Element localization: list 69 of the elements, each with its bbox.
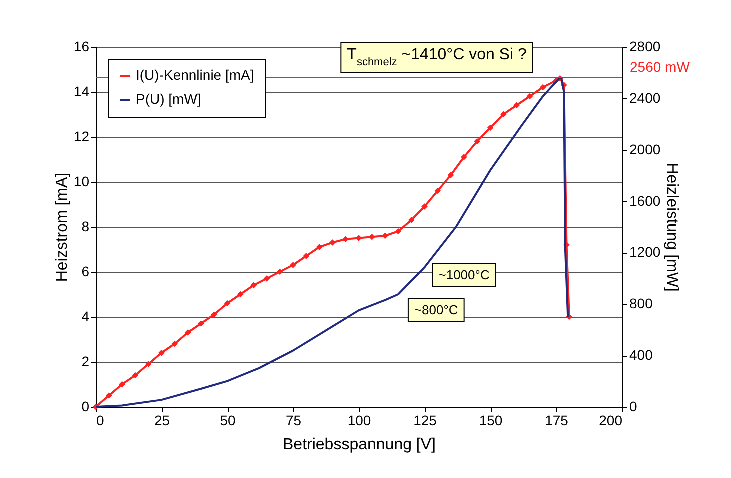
y-axis-title: Heizstrom [mA] [54,172,71,282]
y-tick-label: 10 [74,174,90,190]
y2-axis-title: Heizleistung [mW] [664,163,681,292]
x-tick-label: 175 [545,412,569,428]
point [184,330,192,336]
point [487,124,494,132]
point [474,138,481,145]
point [145,361,152,368]
y2-tick-label: 2000 [630,141,661,158]
x-tick-label: 0 [96,412,104,428]
point [368,234,376,240]
point [461,154,468,160]
point [264,276,270,282]
point [237,291,244,298]
y-tick-label: 6 [82,264,90,280]
point [303,253,310,260]
y2-tick-label: 400 [630,347,654,364]
point [211,312,218,318]
y2-tick-label: 2400 [630,90,661,106]
annotation: ~1000°C [438,268,490,282]
y-tick-label: 0 [82,398,90,414]
point [395,228,402,235]
point [276,268,284,276]
point [356,235,362,242]
ref-line-label: 2560 mW [630,58,691,75]
y2-tick-label: 800 [630,296,654,312]
y-tick-label: 14 [74,84,90,100]
annotation: T$_{schmelz}$ ~1410°C von Si ? [347,46,527,68]
point [172,340,178,348]
legend-label: P(U) [mW] [136,91,202,107]
x-axis-title: Betriebsspannung [V] [283,436,436,454]
x-tick-label: 100 [348,412,372,428]
x-tick-label: 200 [599,412,623,428]
point [382,232,388,240]
y2-tick-label: 0 [630,398,638,414]
point [132,372,139,379]
point [422,204,428,210]
point [434,188,442,194]
y-tick-label: 2 [82,354,90,370]
y2-tick-label: 2800 [630,38,661,54]
x-tick-label: 25 [154,412,170,428]
x-tick-label: 125 [414,412,438,428]
point [250,282,257,289]
point [342,236,350,243]
y-tick-label: 8 [82,218,90,234]
point [448,172,454,178]
y-tick-label: 4 [82,308,90,324]
point [290,262,296,268]
point [119,381,126,388]
legend-label: I(U)-Kennlinie [mA] [136,67,254,83]
point [514,102,520,109]
y2-tick-label: 1600 [630,192,661,209]
point [198,320,204,327]
y-tick-label: 12 [74,128,90,144]
y2-tick-label: 1200 [630,244,661,260]
x-tick-label: 50 [220,412,236,428]
y-tick-label: 16 [74,38,90,54]
x-tick-label: 75 [286,412,302,428]
point [540,84,546,91]
point [224,300,231,307]
x-tick-label: 150 [479,412,503,428]
point [408,217,415,224]
point [500,111,507,118]
point [158,350,165,356]
annotation: ~800°C [414,302,458,318]
point [316,244,323,250]
point [526,93,534,100]
point [106,392,112,399]
point [330,240,336,246]
